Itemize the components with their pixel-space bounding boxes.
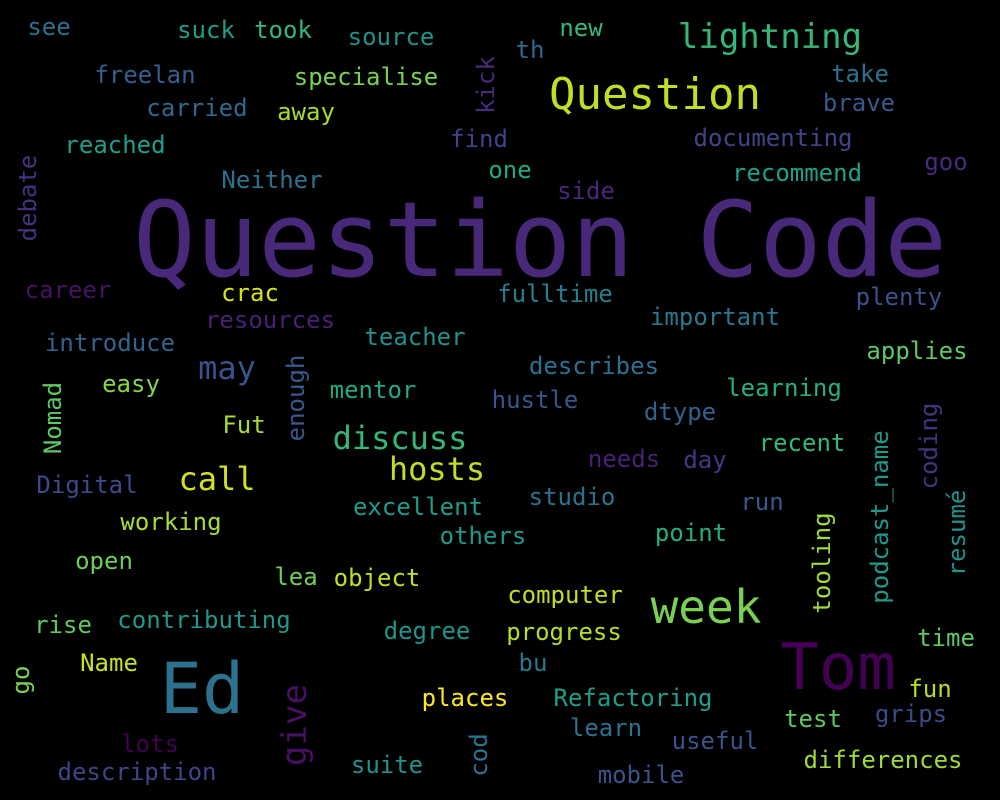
- word-83: useful: [671, 727, 759, 755]
- word-85: cod: [465, 733, 493, 777]
- word-50: Fut: [222, 411, 266, 439]
- word-32: career: [24, 276, 112, 304]
- word-22: brave: [822, 89, 896, 117]
- word-81: test: [784, 705, 842, 733]
- word-28: goo: [924, 148, 968, 176]
- word-68: rise: [34, 611, 92, 639]
- word-19: take: [831, 60, 889, 88]
- word-45: learning: [726, 374, 842, 402]
- word-72: time: [917, 624, 975, 652]
- word-48: dtype: [643, 398, 717, 426]
- word-16: kick: [472, 56, 500, 114]
- word-9: may: [198, 349, 256, 387]
- word-47: hustle: [491, 386, 579, 414]
- word-46: Nomad: [39, 381, 67, 455]
- word-40: applies: [866, 337, 968, 365]
- word-33: crac: [221, 279, 279, 307]
- word-27: one: [488, 156, 532, 184]
- word-39: teacher: [364, 323, 466, 351]
- word-77: give: [275, 684, 315, 766]
- word-2: week: [650, 580, 762, 634]
- word-49: coding: [915, 402, 943, 490]
- word-12: took: [254, 16, 312, 44]
- word-87: description: [57, 758, 217, 786]
- word-41: describes: [528, 352, 660, 380]
- word-63: tooling: [808, 512, 836, 614]
- word-3: Tom: [780, 631, 896, 705]
- word-82: learn: [569, 714, 643, 742]
- word-57: excellent: [352, 493, 484, 521]
- word-37: important: [649, 303, 781, 331]
- word-73: go: [7, 665, 35, 695]
- word-18: specialise: [293, 63, 439, 91]
- word-14: new: [559, 14, 603, 42]
- word-38: introduce: [44, 329, 176, 357]
- word-61: others: [439, 522, 527, 550]
- word-88: suite: [350, 751, 424, 779]
- word-15: th: [515, 36, 545, 64]
- word-69: contributing: [117, 606, 291, 634]
- word-29: Neither: [221, 166, 323, 194]
- word-71: progress: [506, 618, 622, 646]
- word-66: object: [333, 564, 421, 592]
- word-84: lots: [121, 730, 179, 758]
- word-30: side: [557, 177, 615, 205]
- word-89: mobile: [597, 761, 685, 789]
- word-10: see: [27, 13, 71, 41]
- word-75: bu: [518, 649, 548, 677]
- word-21: away: [277, 98, 335, 126]
- word-67: computer: [507, 581, 623, 609]
- word-23: reached: [64, 131, 166, 159]
- word-58: run: [740, 488, 784, 516]
- word-64: open: [75, 547, 133, 575]
- word-65: lea: [274, 563, 318, 591]
- word-24: find: [450, 125, 508, 153]
- word-44: mentor: [329, 376, 417, 404]
- word-86: differences: [803, 746, 963, 774]
- word-6: discuss: [332, 419, 468, 457]
- word-34: fulltime: [497, 280, 613, 308]
- word-74: Name: [80, 649, 138, 677]
- word-76: fun: [908, 675, 952, 703]
- word-53: needs: [587, 445, 661, 473]
- word-36: resources: [204, 306, 336, 334]
- word-54: day: [683, 446, 727, 474]
- word-80: grips: [874, 700, 948, 728]
- word-62: point: [654, 519, 728, 547]
- word-26: debate: [14, 154, 42, 242]
- word-78: places: [421, 684, 509, 712]
- word-35: plenty: [855, 283, 943, 311]
- word-20: carried: [146, 94, 248, 122]
- word-0: Question Code: [133, 179, 947, 301]
- word-31: recommend: [731, 159, 863, 187]
- word-11: suck: [177, 16, 235, 44]
- word-60: working: [120, 508, 222, 536]
- word-13: source: [347, 23, 435, 51]
- word-56: studio: [528, 483, 616, 511]
- word-70: degree: [383, 617, 471, 645]
- word-43: enough: [282, 354, 310, 442]
- word-7: hosts: [388, 450, 486, 488]
- word-79: Refactoring: [553, 684, 713, 712]
- word-51: recent: [758, 429, 846, 457]
- word-52: podcast_name: [866, 430, 894, 604]
- word-1: Question: [549, 69, 761, 120]
- word-59: resumé: [943, 489, 971, 577]
- word-4: Ed: [159, 648, 245, 730]
- word-5: lightning: [677, 17, 863, 57]
- word-55: Digital: [36, 471, 138, 499]
- word-17: freelan: [94, 61, 196, 89]
- word-8: call: [178, 460, 256, 498]
- word-25: documenting: [693, 124, 853, 152]
- word-42: easy: [102, 370, 160, 398]
